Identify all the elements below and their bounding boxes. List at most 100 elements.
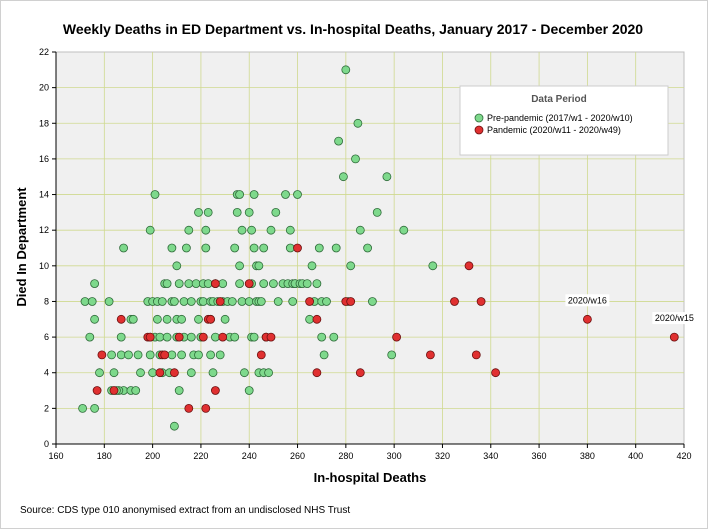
legend-box	[459, 85, 669, 156]
pre-pandemic-point	[179, 297, 189, 306]
annotations: 2020/w16 2020/w15	[565, 294, 697, 325]
pre-pandemic-point	[232, 207, 242, 217]
legend-title: Data Period	[531, 94, 587, 105]
pre-pandemic-point	[133, 350, 143, 360]
pre-pandemic-point	[177, 350, 187, 360]
pandemic-point	[312, 314, 322, 324]
pre-pandemic-point	[268, 279, 278, 289]
pre-pandemic-point	[167, 243, 177, 253]
pandemic-point	[109, 386, 119, 395]
data-points	[78, 65, 679, 431]
pre-pandemic-point	[145, 350, 155, 360]
chart-title: Weekly Deaths in ED Department vs. In-ho…	[63, 21, 643, 37]
pandemic-point	[215, 297, 225, 306]
axes	[52, 51, 685, 448]
pandemic-point	[256, 350, 266, 360]
x-tick-label: 400	[628, 451, 643, 461]
pre-pandemic-point	[307, 261, 317, 271]
pandemic-point	[305, 297, 315, 306]
pre-pandemic-point	[317, 332, 327, 342]
pre-pandemic-point	[266, 225, 276, 235]
pre-pandemic-point	[210, 332, 220, 342]
pre-pandemic-point	[367, 297, 377, 306]
pre-pandemic-point	[148, 368, 158, 378]
pre-pandemic-point	[346, 261, 356, 271]
pandemic-point	[174, 332, 184, 342]
pre-pandemic-point	[351, 154, 360, 164]
pandemic-point	[210, 386, 220, 395]
x-tick-label: 280	[338, 451, 353, 461]
pre-pandemic-point	[136, 368, 145, 378]
pandemic-point	[97, 350, 107, 360]
pre-pandemic-point	[181, 243, 191, 253]
pandemic-point	[206, 314, 216, 324]
pre-pandemic-point	[285, 225, 295, 235]
pre-pandemic-point	[162, 332, 172, 342]
pre-pandemic-point	[157, 297, 167, 306]
pre-pandemic-point	[305, 314, 315, 324]
pre-pandemic-point	[353, 118, 363, 128]
pandemic-point	[392, 332, 402, 342]
pre-pandemic-point	[203, 207, 213, 217]
pre-pandemic-point	[201, 225, 211, 235]
y-tick-label: 12	[39, 225, 49, 235]
pre-pandemic-point	[338, 172, 348, 182]
pandemic-point	[201, 403, 211, 413]
pre-pandemic-point	[273, 297, 283, 306]
pre-pandemic-point	[116, 350, 126, 360]
pandemic-point	[116, 314, 126, 324]
pre-pandemic-point	[95, 368, 104, 378]
pre-pandemic-point	[329, 332, 339, 342]
series-pandemic	[92, 243, 679, 413]
pre-pandemic-point	[109, 368, 119, 378]
pre-pandemic-point	[169, 421, 179, 431]
pandemic-point	[184, 403, 194, 413]
x-tick-label: 200	[145, 451, 160, 461]
pre-pandemic-point	[239, 368, 249, 378]
y-tick-label: 16	[39, 154, 49, 164]
annotation-background	[565, 294, 610, 307]
pre-pandemic-point	[218, 279, 228, 289]
pre-pandemic-point	[128, 314, 138, 324]
pandemic-point	[218, 332, 228, 342]
pandemic-point	[425, 350, 435, 360]
legend-label-pre-pandemic: Pre-pandemic (2017/w1 - 2020/w10)	[487, 113, 633, 123]
pre-pandemic-point	[399, 225, 409, 235]
pre-pandemic-point	[172, 261, 182, 271]
pandemic-point	[355, 368, 365, 378]
pre-pandemic-point	[254, 261, 264, 271]
y-tick-labels: 0 2 4 6 8 10 12 14 16 18 20 22	[39, 47, 49, 449]
source-note: Source: CDS type 010 anonymised extract …	[20, 505, 350, 516]
pre-pandemic-point	[244, 297, 254, 306]
pre-pandemic-point	[174, 386, 184, 395]
x-tick-label: 340	[483, 451, 498, 461]
pre-pandemic-point	[355, 225, 365, 235]
x-axis-label: In-hospital Deaths	[314, 470, 427, 485]
pre-pandemic-point	[116, 332, 126, 342]
pre-pandemic-point	[198, 297, 208, 306]
pandemic-point	[155, 368, 165, 378]
pre-pandemic-point	[208, 368, 218, 378]
pre-pandemic-point	[184, 225, 194, 235]
pre-pandemic-point	[314, 243, 324, 253]
x-tick-label: 320	[435, 451, 450, 461]
x-tick-labels: 160 180 200 220 240 260 280 300 320 340 360 380 400 4…	[48, 451, 691, 461]
x-tick-label: 360	[532, 451, 547, 461]
pre-pandemic-point	[271, 207, 281, 217]
pre-pandemic-point	[428, 261, 438, 271]
pre-pandemic-point	[382, 172, 392, 182]
pre-pandemic-point	[372, 207, 382, 217]
y-axis-label: Died In Department	[14, 187, 29, 307]
pre-pandemic-point	[256, 297, 266, 306]
pre-pandemic-point	[162, 279, 172, 289]
pandemic-point	[476, 297, 486, 306]
pre-pandemic-point	[235, 279, 245, 289]
y-tick-label: 4	[44, 368, 49, 378]
pre-pandemic-point	[249, 243, 259, 253]
x-tick-label: 260	[290, 451, 305, 461]
pre-pandemic-point	[124, 350, 133, 360]
legend-marker-pre-pandemic	[474, 113, 484, 123]
pre-pandemic-point	[334, 136, 344, 146]
pre-pandemic-point	[186, 332, 196, 342]
pre-pandemic-point	[215, 350, 225, 360]
